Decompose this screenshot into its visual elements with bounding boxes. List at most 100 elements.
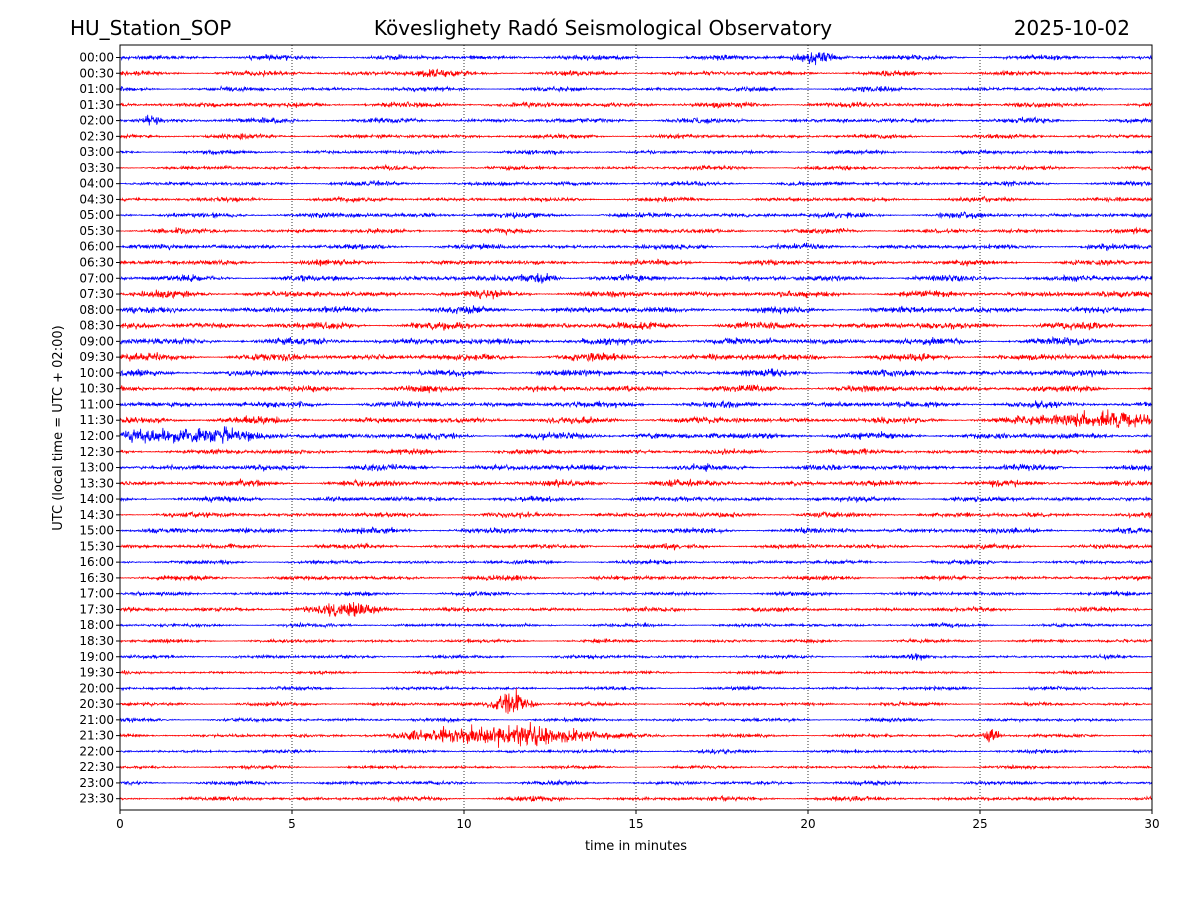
y-tick-label: 20:30: [79, 697, 114, 711]
trace-1530: [119, 542, 1152, 551]
trace-0600: [119, 242, 1152, 252]
trace-0530: [119, 226, 1152, 237]
trace-1700: [119, 590, 1152, 598]
trace-0700: [119, 273, 1152, 284]
x-tick-label: 0: [116, 817, 124, 831]
trace-0500: [119, 211, 1152, 220]
trace-1730: [119, 602, 1152, 618]
y-tick-label: 09:30: [79, 350, 114, 364]
trace-2030: [119, 688, 1152, 714]
x-axis-label: time in minutes: [585, 839, 687, 854]
y-tick-label: 14:00: [79, 492, 114, 506]
y-tick-label: 04:30: [79, 192, 114, 206]
station-title: HU_Station_SOP: [70, 16, 231, 40]
trace-1430: [119, 510, 1152, 520]
y-tick-label: 02:30: [79, 129, 114, 143]
y-tick-label: 07:00: [79, 271, 114, 285]
trace-0900: [119, 335, 1152, 347]
y-tick-label: 08:00: [79, 303, 114, 317]
trace-1900: [119, 653, 1152, 661]
y-tick-label: 11:30: [79, 413, 114, 427]
y-tick-label: 23:00: [79, 776, 114, 790]
y-tick-label: 20:00: [79, 681, 114, 695]
x-tick-label: 25: [972, 817, 987, 831]
trace-1630: [119, 574, 1152, 582]
trace-0200: [119, 114, 1152, 126]
trace-1000: [119, 368, 1152, 378]
y-tick-label: 22:30: [79, 760, 114, 774]
trace-1100: [119, 399, 1152, 409]
y-tick-label: 13:00: [79, 461, 114, 475]
trace-0300: [119, 148, 1152, 156]
plot-frame: [119, 44, 1153, 811]
trace-1300: [119, 463, 1152, 472]
y-tick-label: 15:00: [79, 524, 114, 538]
trace-0030: [119, 68, 1152, 78]
y-tick-label: 06:00: [79, 240, 114, 254]
trace-1930: [119, 669, 1152, 677]
y-axis-label: UTC (local time = UTC + 02:00): [51, 325, 66, 530]
trace-0630: [119, 258, 1152, 267]
trace-0330: [119, 163, 1152, 172]
x-tick-label: 30: [1144, 817, 1159, 831]
y-tick-label: 15:30: [79, 539, 114, 553]
observatory-title: Köveslighety Radó Seismological Observat…: [374, 16, 832, 40]
y-tick-label: 03:30: [79, 161, 114, 175]
y-tick-label: 22:00: [79, 744, 114, 758]
trace-0130: [119, 101, 1152, 109]
y-tick-label: 12:00: [79, 429, 114, 443]
y-tick-label: 17:00: [79, 587, 114, 601]
y-tick-label: 17:30: [79, 602, 114, 616]
y-tick-label: 00:00: [79, 51, 114, 65]
y-tick-label: 08:30: [79, 319, 114, 333]
y-tick-label: 10:00: [79, 366, 114, 380]
y-tick-label: 06:30: [79, 256, 114, 270]
trace-1230: [119, 447, 1152, 456]
trace-2200: [119, 748, 1152, 756]
trace-2000: [119, 685, 1152, 692]
trace-0430: [119, 195, 1152, 204]
trace-1600: [119, 558, 1152, 566]
y-tick-label: 21:00: [79, 713, 114, 727]
trace-2230: [119, 763, 1152, 771]
y-tick-label: 19:30: [79, 666, 114, 680]
y-tick-label: 05:30: [79, 224, 114, 238]
date-title: 2025-10-02: [1014, 16, 1130, 40]
trace-2330: [119, 794, 1152, 803]
y-tick-label: 01:00: [79, 82, 114, 96]
trace-0400: [119, 180, 1152, 188]
x-tick-label: 20: [800, 817, 815, 831]
trace-1500: [119, 526, 1152, 536]
y-tick-label: 16:30: [79, 571, 114, 585]
trace-0730: [119, 289, 1152, 300]
y-tick-label: 13:30: [79, 476, 114, 490]
y-tick-label: 09:00: [79, 334, 114, 348]
y-tick-label: 16:00: [79, 555, 114, 569]
x-tick-label: 10: [456, 817, 471, 831]
y-tick-label: 07:30: [79, 287, 114, 301]
y-tick-label: 04:00: [79, 177, 114, 191]
x-tick-label: 5: [288, 817, 296, 831]
trace-0100: [119, 84, 1152, 93]
trace-0800: [119, 305, 1152, 315]
y-tick-label: 14:30: [79, 508, 114, 522]
trace-0830: [119, 321, 1152, 331]
trace-1330: [119, 478, 1152, 489]
trace-0930: [119, 352, 1152, 363]
trace-1130: [119, 409, 1152, 429]
trace-0230: [119, 132, 1152, 141]
y-tick-label: 23:30: [79, 792, 114, 806]
trace-2130: [119, 721, 1152, 748]
y-tick-label: 18:30: [79, 634, 114, 648]
trace-1030: [119, 383, 1152, 394]
y-tick-label: 02:00: [79, 114, 114, 128]
y-tick-label: 12:30: [79, 445, 114, 459]
y-tick-label: 03:00: [79, 145, 114, 159]
y-tick-label: 00:30: [79, 66, 114, 80]
trace-1400: [119, 495, 1152, 504]
y-tick-label: 18:00: [79, 618, 114, 632]
trace-1830: [119, 637, 1152, 645]
x-tick-label: 15: [628, 817, 643, 831]
